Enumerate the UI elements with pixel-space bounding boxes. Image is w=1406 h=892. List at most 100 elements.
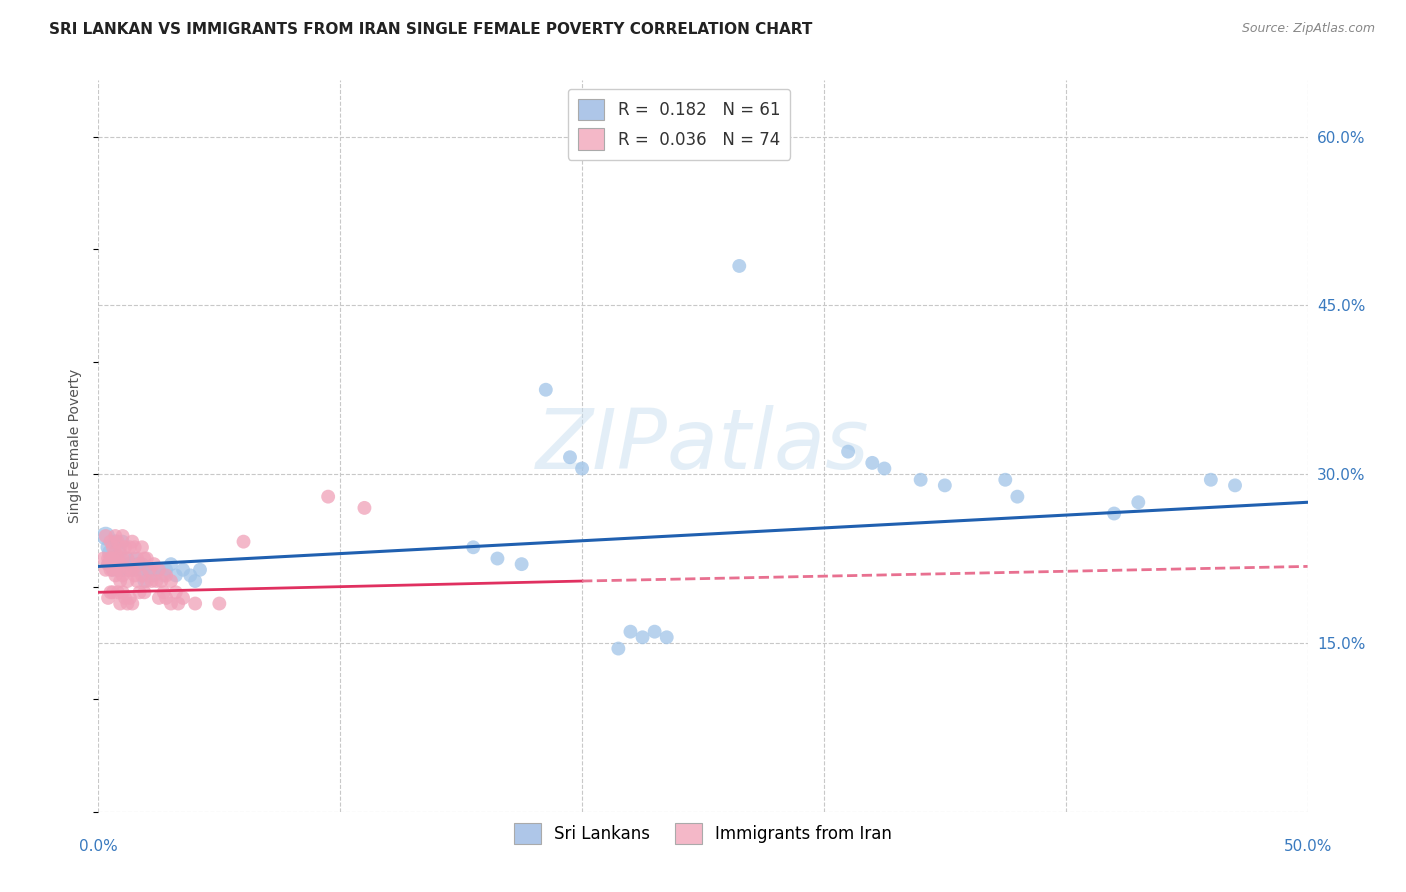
Point — [117, 563, 139, 577]
Point — [114, 563, 136, 577]
Point — [127, 551, 149, 566]
Point — [121, 597, 143, 611]
Point — [145, 574, 167, 588]
Point — [934, 478, 956, 492]
Point — [134, 551, 156, 566]
Point — [104, 546, 127, 560]
Point — [138, 568, 160, 582]
Point — [160, 597, 183, 611]
Point — [131, 568, 153, 582]
Point — [121, 563, 143, 577]
Point — [910, 473, 932, 487]
Point — [101, 563, 124, 577]
Point — [124, 541, 146, 555]
Point — [873, 461, 896, 475]
Point — [188, 563, 211, 577]
Point — [143, 557, 166, 571]
Point — [150, 574, 173, 588]
Point — [1199, 473, 1222, 487]
Point — [97, 551, 120, 566]
Point — [141, 574, 163, 588]
Point — [111, 568, 134, 582]
Point — [160, 557, 183, 571]
Point — [860, 456, 883, 470]
Point — [104, 557, 127, 571]
Point — [155, 591, 177, 605]
Point — [108, 574, 131, 588]
Point — [111, 534, 134, 549]
Y-axis label: Single Female Poverty: Single Female Poverty — [69, 369, 83, 523]
Point — [97, 541, 120, 555]
Point — [486, 551, 509, 566]
Point — [644, 624, 666, 639]
Point — [101, 551, 124, 566]
Point — [107, 551, 129, 566]
Point — [101, 557, 124, 571]
Point — [160, 574, 183, 588]
Point — [152, 585, 174, 599]
Point — [148, 563, 170, 577]
Point — [353, 500, 375, 515]
Point — [728, 259, 751, 273]
Point — [100, 534, 122, 549]
Point — [107, 563, 129, 577]
Point — [128, 563, 150, 577]
Point — [121, 563, 143, 577]
Point — [108, 557, 131, 571]
Point — [117, 551, 139, 566]
Point — [135, 551, 157, 566]
Point — [100, 546, 122, 560]
Point — [107, 557, 129, 571]
Point — [165, 568, 187, 582]
Point — [208, 597, 231, 611]
Point — [131, 557, 153, 571]
Point — [118, 541, 141, 555]
Point — [837, 444, 859, 458]
Point — [184, 597, 207, 611]
Point — [127, 574, 149, 588]
Point — [463, 541, 485, 555]
Text: SRI LANKAN VS IMMIGRANTS FROM IRAN SINGLE FEMALE POVERTY CORRELATION CHART: SRI LANKAN VS IMMIGRANTS FROM IRAN SINGL… — [49, 22, 813, 37]
Point — [121, 534, 143, 549]
Point — [135, 563, 157, 577]
Point — [100, 551, 122, 566]
Point — [124, 551, 146, 566]
Point — [167, 597, 190, 611]
Point — [135, 574, 157, 588]
Point — [148, 563, 170, 577]
Point — [124, 563, 146, 577]
Point — [117, 597, 139, 611]
Point — [104, 529, 127, 543]
Point — [128, 585, 150, 599]
Point — [141, 563, 163, 577]
Point — [114, 557, 136, 571]
Point — [134, 585, 156, 599]
Point — [104, 551, 127, 566]
Point — [114, 541, 136, 555]
Point — [510, 557, 533, 571]
Point — [94, 529, 117, 543]
Point — [131, 541, 153, 555]
Point — [534, 383, 557, 397]
Point — [619, 624, 641, 639]
Point — [101, 541, 124, 555]
Point — [143, 568, 166, 582]
Point — [179, 568, 201, 582]
Point — [152, 568, 174, 582]
Point — [571, 461, 593, 475]
Point — [1007, 490, 1029, 504]
Text: 50.0%: 50.0% — [1284, 839, 1331, 855]
Point — [100, 563, 122, 577]
Text: 0.0%: 0.0% — [79, 839, 118, 855]
Point — [118, 557, 141, 571]
Point — [165, 585, 187, 599]
Point — [107, 534, 129, 549]
Point — [91, 551, 114, 566]
Point — [128, 557, 150, 571]
Point — [94, 529, 117, 543]
Point — [127, 557, 149, 571]
Point — [138, 563, 160, 577]
Point — [111, 585, 134, 599]
Point — [232, 534, 254, 549]
Point — [111, 563, 134, 577]
